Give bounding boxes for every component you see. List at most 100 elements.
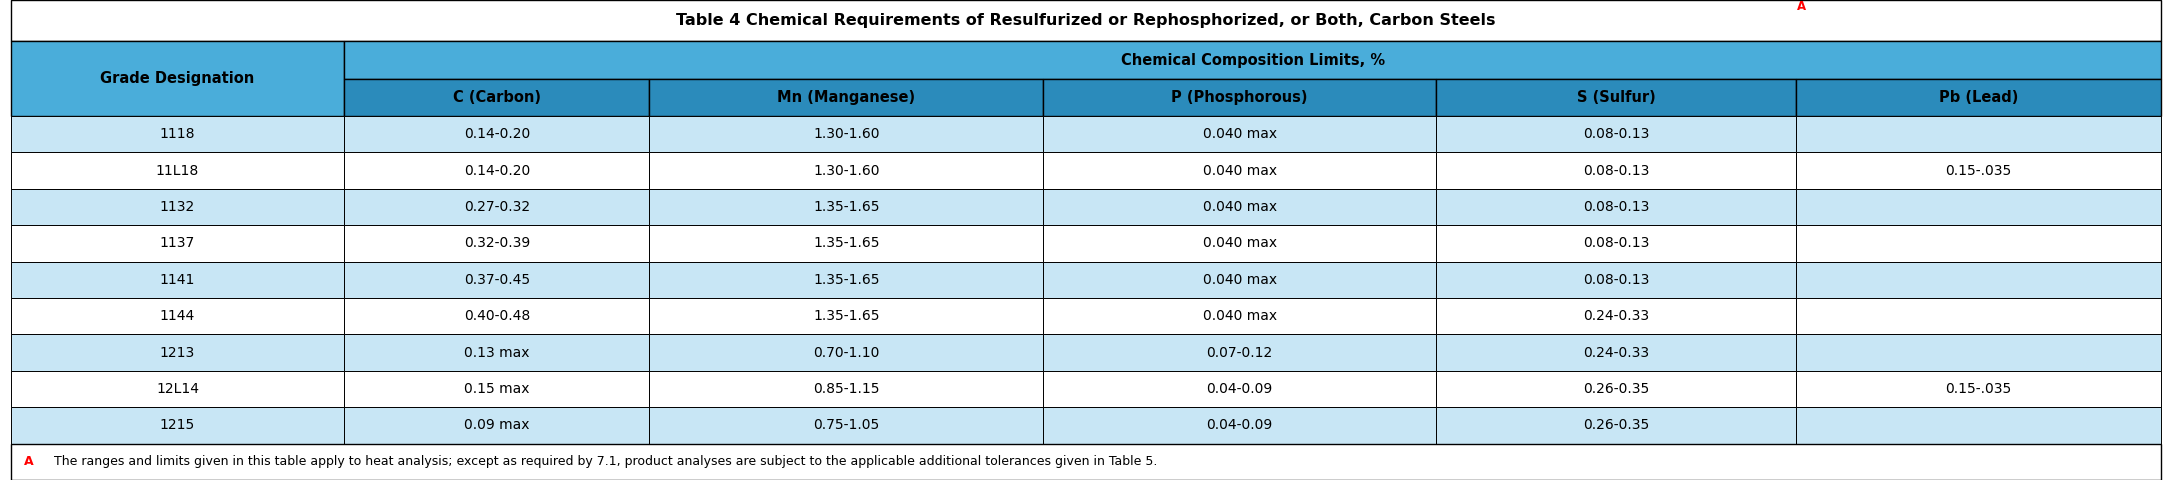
Bar (1436, 79, 1796, 116)
Text: 0.15-.035: 0.15-.035 (1946, 164, 2011, 178)
Bar (343, 116, 649, 153)
Bar (649, 262, 1043, 298)
Bar (649, 335, 1043, 371)
Bar (11, 444, 2161, 480)
Text: 0.27-0.32: 0.27-0.32 (465, 200, 530, 214)
Text: 0.14-0.20: 0.14-0.20 (463, 127, 530, 141)
Bar (343, 298, 649, 335)
Text: 0.85-1.15: 0.85-1.15 (812, 382, 880, 396)
Bar (649, 298, 1043, 335)
Bar (343, 41, 2161, 79)
Bar (1043, 371, 1436, 407)
Bar (649, 79, 1043, 116)
Text: 0.08-0.13: 0.08-0.13 (1583, 164, 1649, 178)
Bar (1796, 153, 2161, 189)
Bar (1796, 335, 2161, 371)
Text: 0.26-0.35: 0.26-0.35 (1583, 382, 1649, 396)
Bar (1796, 298, 2161, 335)
Bar (1796, 189, 2161, 225)
Bar (1436, 298, 1796, 335)
Bar (1043, 407, 1436, 444)
Bar (1043, 335, 1436, 371)
Bar (1796, 79, 2161, 116)
Bar (1796, 371, 2161, 407)
Text: S (Sulfur): S (Sulfur) (1577, 90, 1655, 105)
Bar (1436, 153, 1796, 189)
Bar (649, 116, 1043, 153)
Bar (649, 189, 1043, 225)
Text: C (Carbon): C (Carbon) (452, 90, 541, 105)
Text: 0.09 max: 0.09 max (465, 419, 530, 432)
Bar (11, 0, 2161, 41)
Text: A: A (1798, 0, 1807, 13)
Bar (649, 407, 1043, 444)
Bar (1436, 116, 1796, 153)
Bar (343, 189, 649, 225)
Text: 0.04-0.09: 0.04-0.09 (1208, 382, 1273, 396)
Bar (343, 371, 649, 407)
Text: 1.30-1.60: 1.30-1.60 (812, 164, 880, 178)
Text: 0.24-0.33: 0.24-0.33 (1583, 346, 1649, 360)
Text: 1215: 1215 (161, 419, 195, 432)
Text: 1.35-1.65: 1.35-1.65 (812, 309, 880, 323)
Text: 0.26-0.35: 0.26-0.35 (1583, 419, 1649, 432)
Text: Pb (Lead): Pb (Lead) (1940, 90, 2018, 105)
Bar (1043, 116, 1436, 153)
Bar (11, 41, 343, 116)
Text: 0.040 max: 0.040 max (1203, 127, 1277, 141)
Text: 1141: 1141 (161, 273, 195, 287)
Text: 0.32-0.39: 0.32-0.39 (463, 237, 530, 251)
Bar (11, 189, 343, 225)
Bar (1436, 189, 1796, 225)
Bar (11, 153, 343, 189)
Bar (11, 116, 343, 153)
Bar (11, 298, 343, 335)
Bar (1436, 262, 1796, 298)
Bar (343, 407, 649, 444)
Bar (649, 153, 1043, 189)
Text: A: A (24, 456, 33, 468)
Text: 1213: 1213 (161, 346, 195, 360)
Bar (343, 79, 649, 116)
Text: 0.15 max: 0.15 max (465, 382, 530, 396)
Text: 1.35-1.65: 1.35-1.65 (812, 273, 880, 287)
Text: The ranges and limits given in this table apply to heat analysis; except as requ: The ranges and limits given in this tabl… (54, 456, 1158, 468)
Bar (1043, 153, 1436, 189)
Bar (11, 407, 343, 444)
Bar (1043, 225, 1436, 262)
Bar (11, 371, 343, 407)
Text: 0.75-1.05: 0.75-1.05 (812, 419, 880, 432)
Text: 0.040 max: 0.040 max (1203, 164, 1277, 178)
Text: 0.040 max: 0.040 max (1203, 237, 1277, 251)
Text: Chemical Composition Limits, %: Chemical Composition Limits, % (1121, 52, 1386, 68)
Text: 1.30-1.60: 1.30-1.60 (812, 127, 880, 141)
Bar (1796, 262, 2161, 298)
Text: 0.04-0.09: 0.04-0.09 (1208, 419, 1273, 432)
Bar (1796, 407, 2161, 444)
Bar (1043, 298, 1436, 335)
Bar (1436, 407, 1796, 444)
Text: 1132: 1132 (161, 200, 195, 214)
Text: 1.35-1.65: 1.35-1.65 (812, 200, 880, 214)
Text: 0.15-.035: 0.15-.035 (1946, 382, 2011, 396)
Bar (1436, 371, 1796, 407)
Text: 1144: 1144 (161, 309, 195, 323)
Text: 0.040 max: 0.040 max (1203, 309, 1277, 323)
Bar (11, 335, 343, 371)
Text: Mn (Manganese): Mn (Manganese) (778, 90, 914, 105)
Text: 1118: 1118 (161, 127, 195, 141)
Text: 0.040 max: 0.040 max (1203, 273, 1277, 287)
Text: 11L18: 11L18 (156, 164, 200, 178)
Text: 0.07-0.12: 0.07-0.12 (1208, 346, 1273, 360)
Text: 0.14-0.20: 0.14-0.20 (463, 164, 530, 178)
Bar (1436, 335, 1796, 371)
Bar (1043, 79, 1436, 116)
Bar (1796, 116, 2161, 153)
Text: 0.08-0.13: 0.08-0.13 (1583, 127, 1649, 141)
Bar (1796, 225, 2161, 262)
Bar (343, 153, 649, 189)
Bar (649, 371, 1043, 407)
Text: 0.08-0.13: 0.08-0.13 (1583, 237, 1649, 251)
Text: 0.24-0.33: 0.24-0.33 (1583, 309, 1649, 323)
Text: Table 4 Chemical Requirements of Resulfurized or Rephosphorized, or Both, Carbon: Table 4 Chemical Requirements of Resulfu… (675, 13, 1497, 28)
